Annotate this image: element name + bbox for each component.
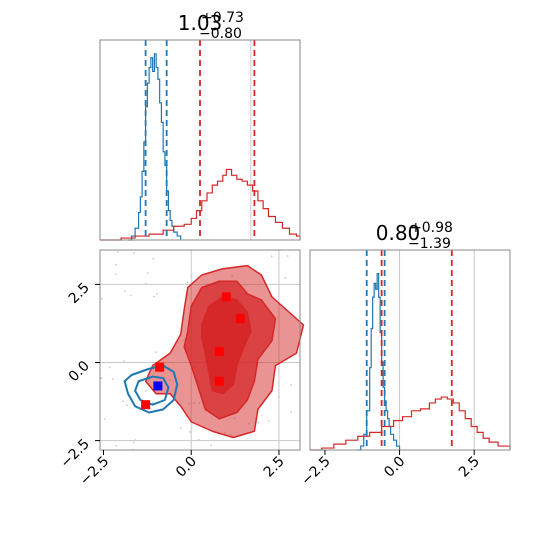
scatter-point xyxy=(123,360,126,363)
title-bottom-right-value: 0.80 xyxy=(376,221,421,245)
scatter-point xyxy=(270,255,273,258)
scatter-point xyxy=(257,421,260,424)
frame-bottom-left xyxy=(99,249,301,451)
scatter-point xyxy=(186,281,189,284)
scatter-point xyxy=(290,384,292,386)
hist-line-top-left-1 xyxy=(100,168,301,241)
ytick-label-bottom-left-2: 2.5 xyxy=(66,280,93,307)
scatter-point xyxy=(286,255,289,257)
panel-top-left-histogram: 1.03 +0.73 −0.80 xyxy=(99,10,301,241)
marker-4 xyxy=(155,362,165,372)
scatter-point xyxy=(179,427,182,430)
series-top-left xyxy=(100,53,301,241)
scatter-point xyxy=(190,274,193,277)
scatter-point xyxy=(151,401,154,404)
markers-bottom-left xyxy=(141,292,245,410)
scatter-point xyxy=(111,377,114,380)
scatter-point xyxy=(290,411,293,414)
scatter-point xyxy=(155,351,157,354)
ytick-label-bottom-left-1: 0.0 xyxy=(66,358,93,385)
marker-6 xyxy=(153,381,163,391)
scatter-point xyxy=(189,431,191,433)
title-bottom-right-minus: −1.39 xyxy=(408,236,451,252)
marker-0 xyxy=(221,292,231,302)
scatter-point xyxy=(114,273,117,276)
scatter-point xyxy=(115,444,118,447)
scatter-point xyxy=(108,366,111,369)
scatter-point xyxy=(115,263,117,266)
grid-bottom-right xyxy=(399,250,475,450)
title-top-left-minus: −0.80 xyxy=(199,26,242,42)
scatter-point xyxy=(122,400,124,403)
frame-bottom-right xyxy=(309,249,511,451)
scatter-point xyxy=(116,250,119,253)
contours-bottom-left xyxy=(123,264,305,439)
scatter-point xyxy=(134,439,137,441)
hist-line-top-left-0 xyxy=(128,53,182,241)
scatter-point xyxy=(100,377,103,379)
scatter-point xyxy=(152,257,155,260)
scatter-point xyxy=(146,272,149,275)
scatter-point xyxy=(100,297,103,300)
series-bottom-right xyxy=(310,273,511,451)
xtick-label-bottom-right-2: 2.5 xyxy=(456,454,483,481)
title-bottom-right-plus: +0.98 xyxy=(410,220,453,236)
scatter-point xyxy=(278,396,281,399)
marker-5 xyxy=(141,400,151,410)
scatter-point xyxy=(155,292,158,295)
xtick-label-bottom-right-0: −2.5 xyxy=(298,454,333,489)
scatter-point xyxy=(129,294,132,297)
marker-2 xyxy=(214,347,224,357)
marker-1 xyxy=(235,314,245,324)
xticks-bottom-left: −2.5 0.0 2.5 xyxy=(77,450,288,489)
scatter-point xyxy=(153,295,155,298)
marker-3 xyxy=(214,376,224,386)
scatter-point xyxy=(124,290,126,293)
scatter-point xyxy=(145,282,147,285)
scatter-point xyxy=(133,251,135,254)
scatter-point xyxy=(284,277,287,279)
xtick-label-bottom-right-1: 0.0 xyxy=(381,454,408,481)
quantiles-bottom-right xyxy=(365,250,453,450)
scatter-point xyxy=(197,438,200,441)
title-top-left-value: 1.03 xyxy=(178,11,223,35)
yticks-bottom-left: −2.50.02.5 xyxy=(57,280,100,471)
scatter-point xyxy=(126,404,129,407)
scatter-point xyxy=(132,441,135,444)
panel-bottom-right-histogram: 0.80 +0.98 −1.39 −2.5 0.0 2.5 xyxy=(298,220,511,489)
xtick-label-bottom-left-2: 2.5 xyxy=(261,454,288,481)
xtick-label-bottom-left-1: 0.0 xyxy=(173,454,200,481)
xticks-bottom-right: −2.5 0.0 2.5 xyxy=(298,450,483,489)
panel-bottom-left-contour: −2.5 0.0 2.5 −2.5 0.0 2.5 xyxy=(57,249,305,489)
scatter-point xyxy=(145,389,147,392)
scatter-point xyxy=(267,419,270,422)
scatter-point xyxy=(210,444,212,447)
frame-top-left xyxy=(99,39,301,241)
title-bottom-right: 0.80 xyxy=(376,221,421,245)
quantiles-top-left xyxy=(144,40,256,240)
title-top-left: 1.03 xyxy=(178,11,223,35)
title-top-left-plus: +0.73 xyxy=(201,10,244,26)
prior-contour-1 xyxy=(134,375,170,406)
xtick-label-bottom-left-0: −2.5 xyxy=(77,454,112,489)
hist-line-bottom-right-1 xyxy=(310,396,511,451)
scatter-point xyxy=(103,418,106,421)
